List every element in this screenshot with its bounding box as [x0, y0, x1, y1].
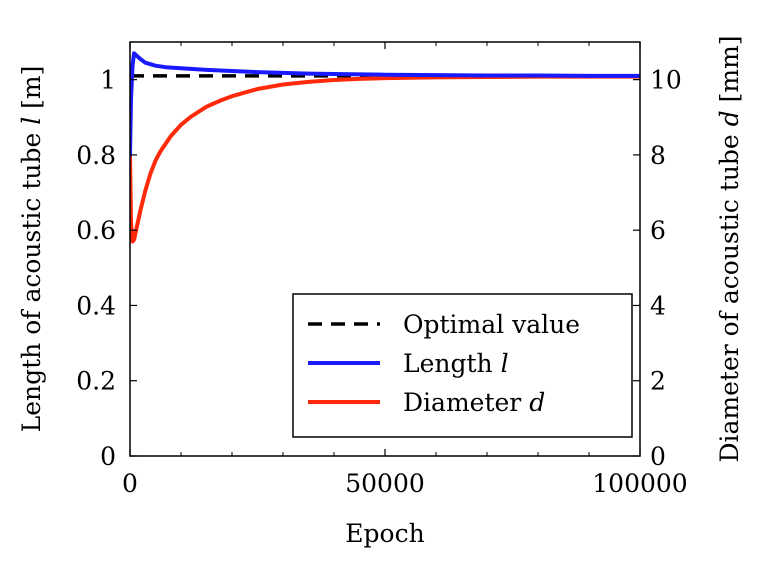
y-axis-left-label-text: Length of acoustic tube: [17, 125, 46, 433]
legend-label-text: Optimal value: [403, 310, 580, 339]
y-axis-right-label-variable: d: [715, 110, 744, 126]
legend-box: [292, 293, 633, 438]
y-right-tick-label: 4: [650, 291, 666, 320]
legend-label-variable: d: [529, 388, 545, 417]
y-left-tick-label: 0.6: [76, 216, 116, 245]
y-left-tick-label: 0.2: [76, 367, 116, 396]
x-tick-label: 50000: [345, 469, 425, 498]
series-line-2: [130, 74, 640, 244]
x-tick-label: 0: [122, 469, 138, 498]
legend: Optimal value Length l Diameter d: [292, 293, 633, 438]
y-axis-left-label-unit: [m]: [17, 66, 46, 117]
y-right-tick-label: 0: [650, 442, 666, 471]
legend-label-2: Diameter d: [403, 388, 545, 417]
y-left-tick-label: 0.8: [76, 141, 116, 170]
y-axis-right-label: Diameter of acoustic tube d [mm]: [715, 35, 744, 462]
y-right-tick-label: 8: [650, 141, 666, 170]
legend-label-1: Length l: [403, 349, 509, 378]
y-right-tick-label: 2: [650, 367, 666, 396]
y-left-tick-label: 0.4: [76, 291, 116, 320]
legend-label-text: Diameter: [403, 388, 529, 417]
y-axis-right-label-unit: [mm]: [715, 35, 744, 110]
y-axis-left-label-variable: l: [17, 117, 46, 125]
y-left-tick-label: 0: [100, 442, 116, 471]
x-tick-label: 100000: [592, 469, 687, 498]
y-axis-right-label-text: Diameter of acoustic tube: [715, 126, 744, 462]
y-right-tick-label: 10: [650, 66, 682, 95]
legend-label-variable: l: [501, 349, 509, 378]
legend-label-text: Length: [403, 349, 501, 378]
y-axis-left-label: Length of acoustic tube l [m]: [17, 66, 46, 433]
series-layer: [130, 51, 640, 244]
y-right-tick-label: 6: [650, 216, 666, 245]
x-axis-label: Epoch: [345, 519, 424, 548]
legend-items: Optimal value Length l Diameter d: [308, 310, 580, 417]
series-line-1: [130, 51, 640, 157]
y-left-tick-label: 1: [100, 66, 116, 95]
legend-label-0: Optimal value: [403, 310, 580, 339]
